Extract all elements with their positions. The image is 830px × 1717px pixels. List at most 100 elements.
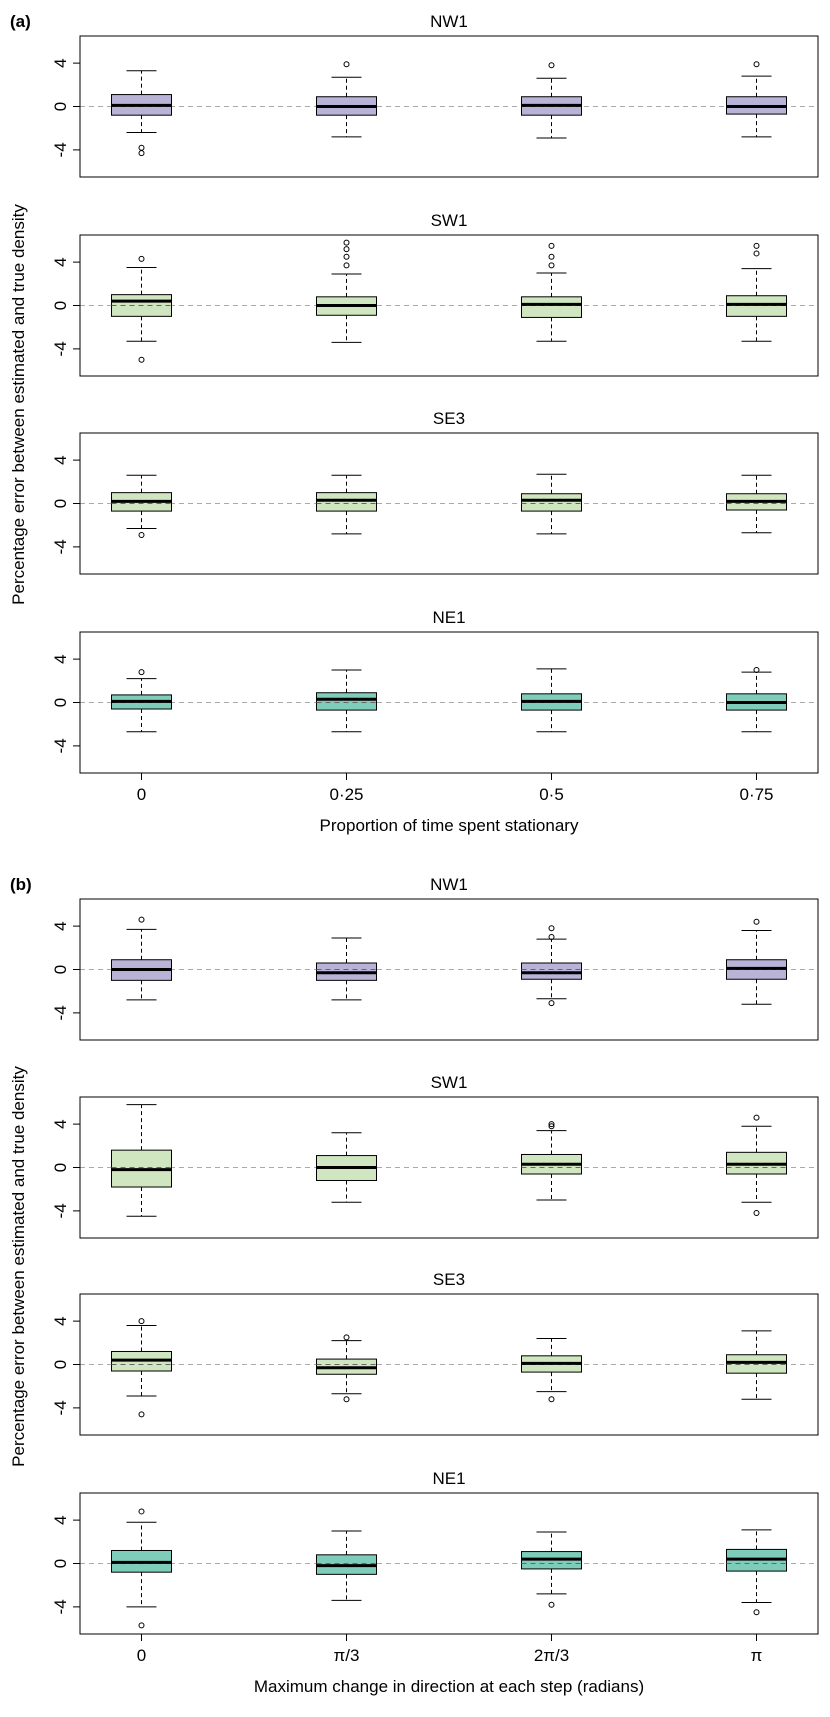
outlier <box>343 1396 350 1403</box>
outlier <box>548 242 555 249</box>
y-axis-label: Percentage error between estimated and t… <box>9 204 28 605</box>
y-tick-label: -4 <box>51 1400 70 1415</box>
outlier <box>138 144 145 151</box>
outlier <box>548 253 555 260</box>
subplot-title: SW1 <box>431 211 468 230</box>
y-tick-label: 0 <box>51 499 70 508</box>
y-tick-label: 0 <box>51 698 70 707</box>
outlier <box>138 1318 145 1325</box>
outlier <box>753 666 760 673</box>
x-tick-label: π/3 <box>334 1646 360 1665</box>
outlier <box>753 1114 760 1121</box>
outlier <box>753 242 760 249</box>
outlier <box>753 1609 760 1616</box>
y-tick-label: 4 <box>51 1316 70 1325</box>
y-tick-label: -4 <box>51 142 70 157</box>
box <box>521 962 582 980</box>
outlier <box>343 239 350 246</box>
outlier <box>138 916 145 923</box>
x-tick-label: 0·5 <box>539 785 564 804</box>
outlier <box>343 246 350 253</box>
panel-label: (b) <box>10 875 32 894</box>
outlier <box>138 1622 145 1629</box>
y-tick-label: 0 <box>51 1559 70 1568</box>
x-tick-label: π <box>751 1646 763 1665</box>
y-tick-label: 4 <box>51 257 70 266</box>
outlier <box>548 1601 555 1608</box>
outlier <box>753 250 760 257</box>
y-tick-label: -4 <box>51 1203 70 1218</box>
outlier <box>753 61 760 68</box>
outlier <box>548 62 555 69</box>
y-tick-label: 4 <box>51 1119 70 1128</box>
y-tick-label: -4 <box>51 341 70 356</box>
y-tick-label: 0 <box>51 1163 70 1172</box>
panel-label: (a) <box>10 12 31 31</box>
y-tick-label: 4 <box>51 921 70 930</box>
box <box>521 296 582 318</box>
subplot-title: NE1 <box>432 1469 465 1488</box>
x-tick-label: 0 <box>137 1646 146 1665</box>
x-tick-label: 2π/3 <box>534 1646 569 1665</box>
plot-frame <box>79 432 819 575</box>
plot-frame <box>79 898 819 1041</box>
y-tick-label: 0 <box>51 1360 70 1369</box>
y-tick-label: -4 <box>51 539 70 554</box>
box <box>316 492 377 512</box>
y-tick-label: -4 <box>51 1599 70 1614</box>
y-axis-label: Percentage error between estimated and t… <box>9 1066 28 1467</box>
subplot-title: SE3 <box>433 1270 465 1289</box>
outlier <box>548 1123 555 1130</box>
outlier <box>548 262 555 269</box>
outlier <box>138 1508 145 1515</box>
box <box>521 493 582 512</box>
y-tick-label: 0 <box>51 102 70 111</box>
outlier <box>343 61 350 68</box>
y-tick-label: 4 <box>51 1515 70 1524</box>
plot-frame <box>79 35 819 178</box>
y-tick-label: 0 <box>51 301 70 310</box>
y-tick-label: 4 <box>51 654 70 663</box>
y-tick-label: 4 <box>51 455 70 464</box>
outlier <box>343 262 350 269</box>
y-tick-label: 0 <box>51 965 70 974</box>
outlier <box>753 1210 760 1217</box>
x-axis-label: Maximum change in direction at each step… <box>254 1677 644 1696</box>
y-tick-label: -4 <box>51 738 70 753</box>
outlier <box>548 1121 555 1128</box>
subplot-title: NW1 <box>430 12 468 31</box>
x-tick-label: 0·25 <box>329 785 363 804</box>
x-tick-label: 0·75 <box>739 785 773 804</box>
y-tick-label: 4 <box>51 58 70 67</box>
outlier <box>548 933 555 940</box>
plot-frame <box>79 1293 819 1436</box>
outlier <box>343 253 350 260</box>
x-axis-label: Proportion of time spent stationary <box>320 816 579 835</box>
outlier <box>753 918 760 925</box>
outlier <box>548 925 555 932</box>
outlier <box>548 1000 555 1007</box>
y-tick-label: -4 <box>51 1005 70 1020</box>
outlier <box>138 356 145 363</box>
subplot-title: SE3 <box>433 409 465 428</box>
outlier <box>343 1334 350 1341</box>
outlier <box>548 1396 555 1403</box>
outlier <box>138 531 145 538</box>
outlier <box>138 1411 145 1418</box>
plot-frame <box>79 1096 819 1239</box>
x-tick-label: 0 <box>137 785 146 804</box>
box <box>726 1354 787 1374</box>
box <box>726 295 787 317</box>
plot-frame <box>79 1492 819 1635</box>
subplot-title: NE1 <box>432 608 465 627</box>
subplot-title: SW1 <box>431 1073 468 1092</box>
outlier <box>138 150 145 157</box>
outlier <box>138 255 145 262</box>
subplot-title: NW1 <box>430 875 468 894</box>
plot-frame <box>79 234 819 377</box>
box <box>316 692 377 711</box>
outlier <box>138 669 145 676</box>
plot-frame <box>79 631 819 774</box>
